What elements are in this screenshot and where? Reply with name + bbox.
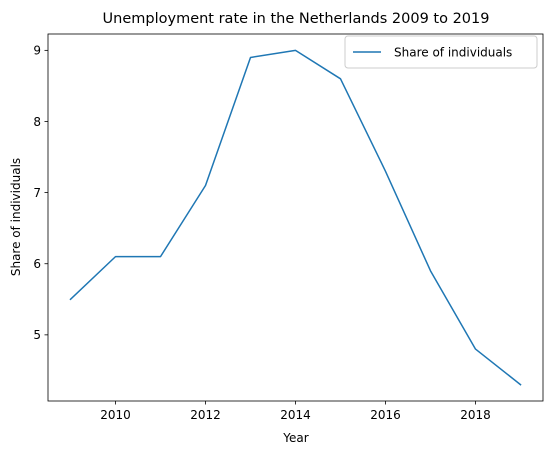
x-tick-label: 2014 [280,408,311,422]
data-point [160,256,162,258]
chart-title: Unemployment rate in the Netherlands 200… [103,11,490,27]
series-line [69,49,522,386]
x-tick-label: 2010 [100,408,131,422]
plot-area: 2010 2012 2014 2016 2018 5 6 7 8 9 [33,33,544,422]
data-point [520,384,522,386]
legend: Share of individuals [344,35,538,69]
y-tick-label: 9 [33,44,41,58]
legend-label: Share of individuals [394,46,512,60]
data-point [340,78,342,80]
y-axis-title: Share of individuals [9,158,23,276]
data-point [70,298,72,300]
x-axis-ticks: 2010 2012 2014 2016 2018 [100,401,491,422]
y-tick-label: 5 [33,328,41,342]
y-tick-label: 8 [33,115,41,129]
x-tick-label: 2016 [370,408,401,422]
data-point [295,49,297,51]
y-tick-label: 7 [33,186,41,200]
data-point [385,170,387,172]
x-axis-title: Year [282,431,308,445]
x-tick-label: 2012 [190,408,221,422]
data-point [475,348,477,350]
data-point [205,184,207,186]
y-axis-ticks: 5 6 7 8 9 [33,44,48,342]
legend-box [344,35,538,69]
data-point [115,256,117,258]
y-tick-label: 6 [33,257,41,271]
data-point [250,56,252,58]
x-tick-label: 2018 [460,408,491,422]
data-point [430,270,432,272]
series-layer [69,49,522,386]
